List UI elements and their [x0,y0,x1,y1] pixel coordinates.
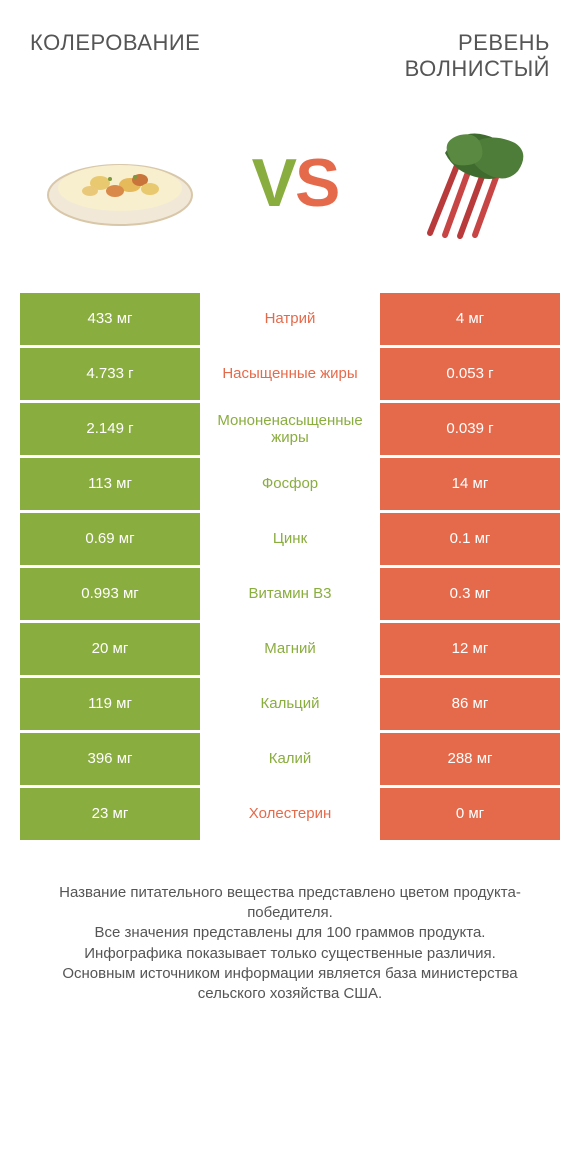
table-row: 2.149 гМононенасыщенные жиры0.039 г [20,403,560,455]
nutrient-label: Кальций [200,678,380,730]
left-value: 0.69 мг [20,513,200,565]
nutrient-label: Холестерин [200,788,380,840]
table-row: 0.993 мгВитамин B30.3 мг [20,568,560,620]
right-value: 12 мг [380,623,560,675]
table-row: 4.733 гНасыщенные жиры0.053 г [20,348,560,400]
vs-v: V [252,145,295,221]
left-value: 4.733 г [20,348,200,400]
table-row: 113 мгФосфор14 мг [20,458,560,510]
left-value: 119 мг [20,678,200,730]
table-row: 119 мгКальций86 мг [20,678,560,730]
footer-line-3: Инфографика показывает только существенн… [30,944,550,964]
right-value: 0.3 мг [380,568,560,620]
nutrient-label: Мононенасыщенные жиры [200,403,380,455]
table-row: 396 мгКалий288 мг [20,733,560,785]
comparison-table: 433 мгНатрий4 мг4.733 гНасыщенные жиры0.… [20,293,560,840]
header: КОЛЕРОВАНИЕ РЕВЕНЬ ВОЛНИСТЫЙ [0,0,580,93]
table-row: 20 мгМагний12 мг [20,623,560,675]
table-row: 433 мгНатрий4 мг [20,293,560,345]
left-value: 113 мг [20,458,200,510]
nutrient-label: Магний [200,623,380,675]
nutrient-label: Натрий [200,293,380,345]
hero-row: VS [0,93,580,293]
left-product-image [40,133,200,233]
right-value: 0.039 г [380,403,560,455]
left-value: 2.149 г [20,403,200,455]
nutrient-label: Фосфор [200,458,380,510]
nutrient-label: Витамин B3 [200,568,380,620]
right-value: 0.1 мг [380,513,560,565]
right-product-image [390,123,540,243]
nutrient-label: Цинк [200,513,380,565]
vs-label: VS [252,144,339,222]
left-product-title: КОЛЕРОВАНИЕ [30,30,200,83]
nutrient-label: Калий [200,733,380,785]
nutrient-label: Насыщенные жиры [200,348,380,400]
footer-line-4: Основным источником информации является … [30,964,550,1005]
left-value: 0.993 мг [20,568,200,620]
footer-notes: Название питательного вещества представл… [0,843,580,1005]
footer-line-1: Название питательного вещества представл… [30,883,550,924]
left-value: 23 мг [20,788,200,840]
right-value: 86 мг [380,678,560,730]
table-row: 0.69 мгЦинк0.1 мг [20,513,560,565]
right-value: 288 мг [380,733,560,785]
right-value: 0.053 г [380,348,560,400]
table-row: 23 мгХолестерин0 мг [20,788,560,840]
left-value: 20 мг [20,623,200,675]
right-value: 14 мг [380,458,560,510]
footer-line-2: Все значения представлены для 100 граммо… [30,923,550,943]
left-value: 396 мг [20,733,200,785]
right-value: 0 мг [380,788,560,840]
left-value: 433 мг [20,293,200,345]
right-product-title: РЕВЕНЬ ВОЛНИСТЫЙ [330,30,550,83]
vs-s: S [295,145,338,221]
right-value: 4 мг [380,293,560,345]
